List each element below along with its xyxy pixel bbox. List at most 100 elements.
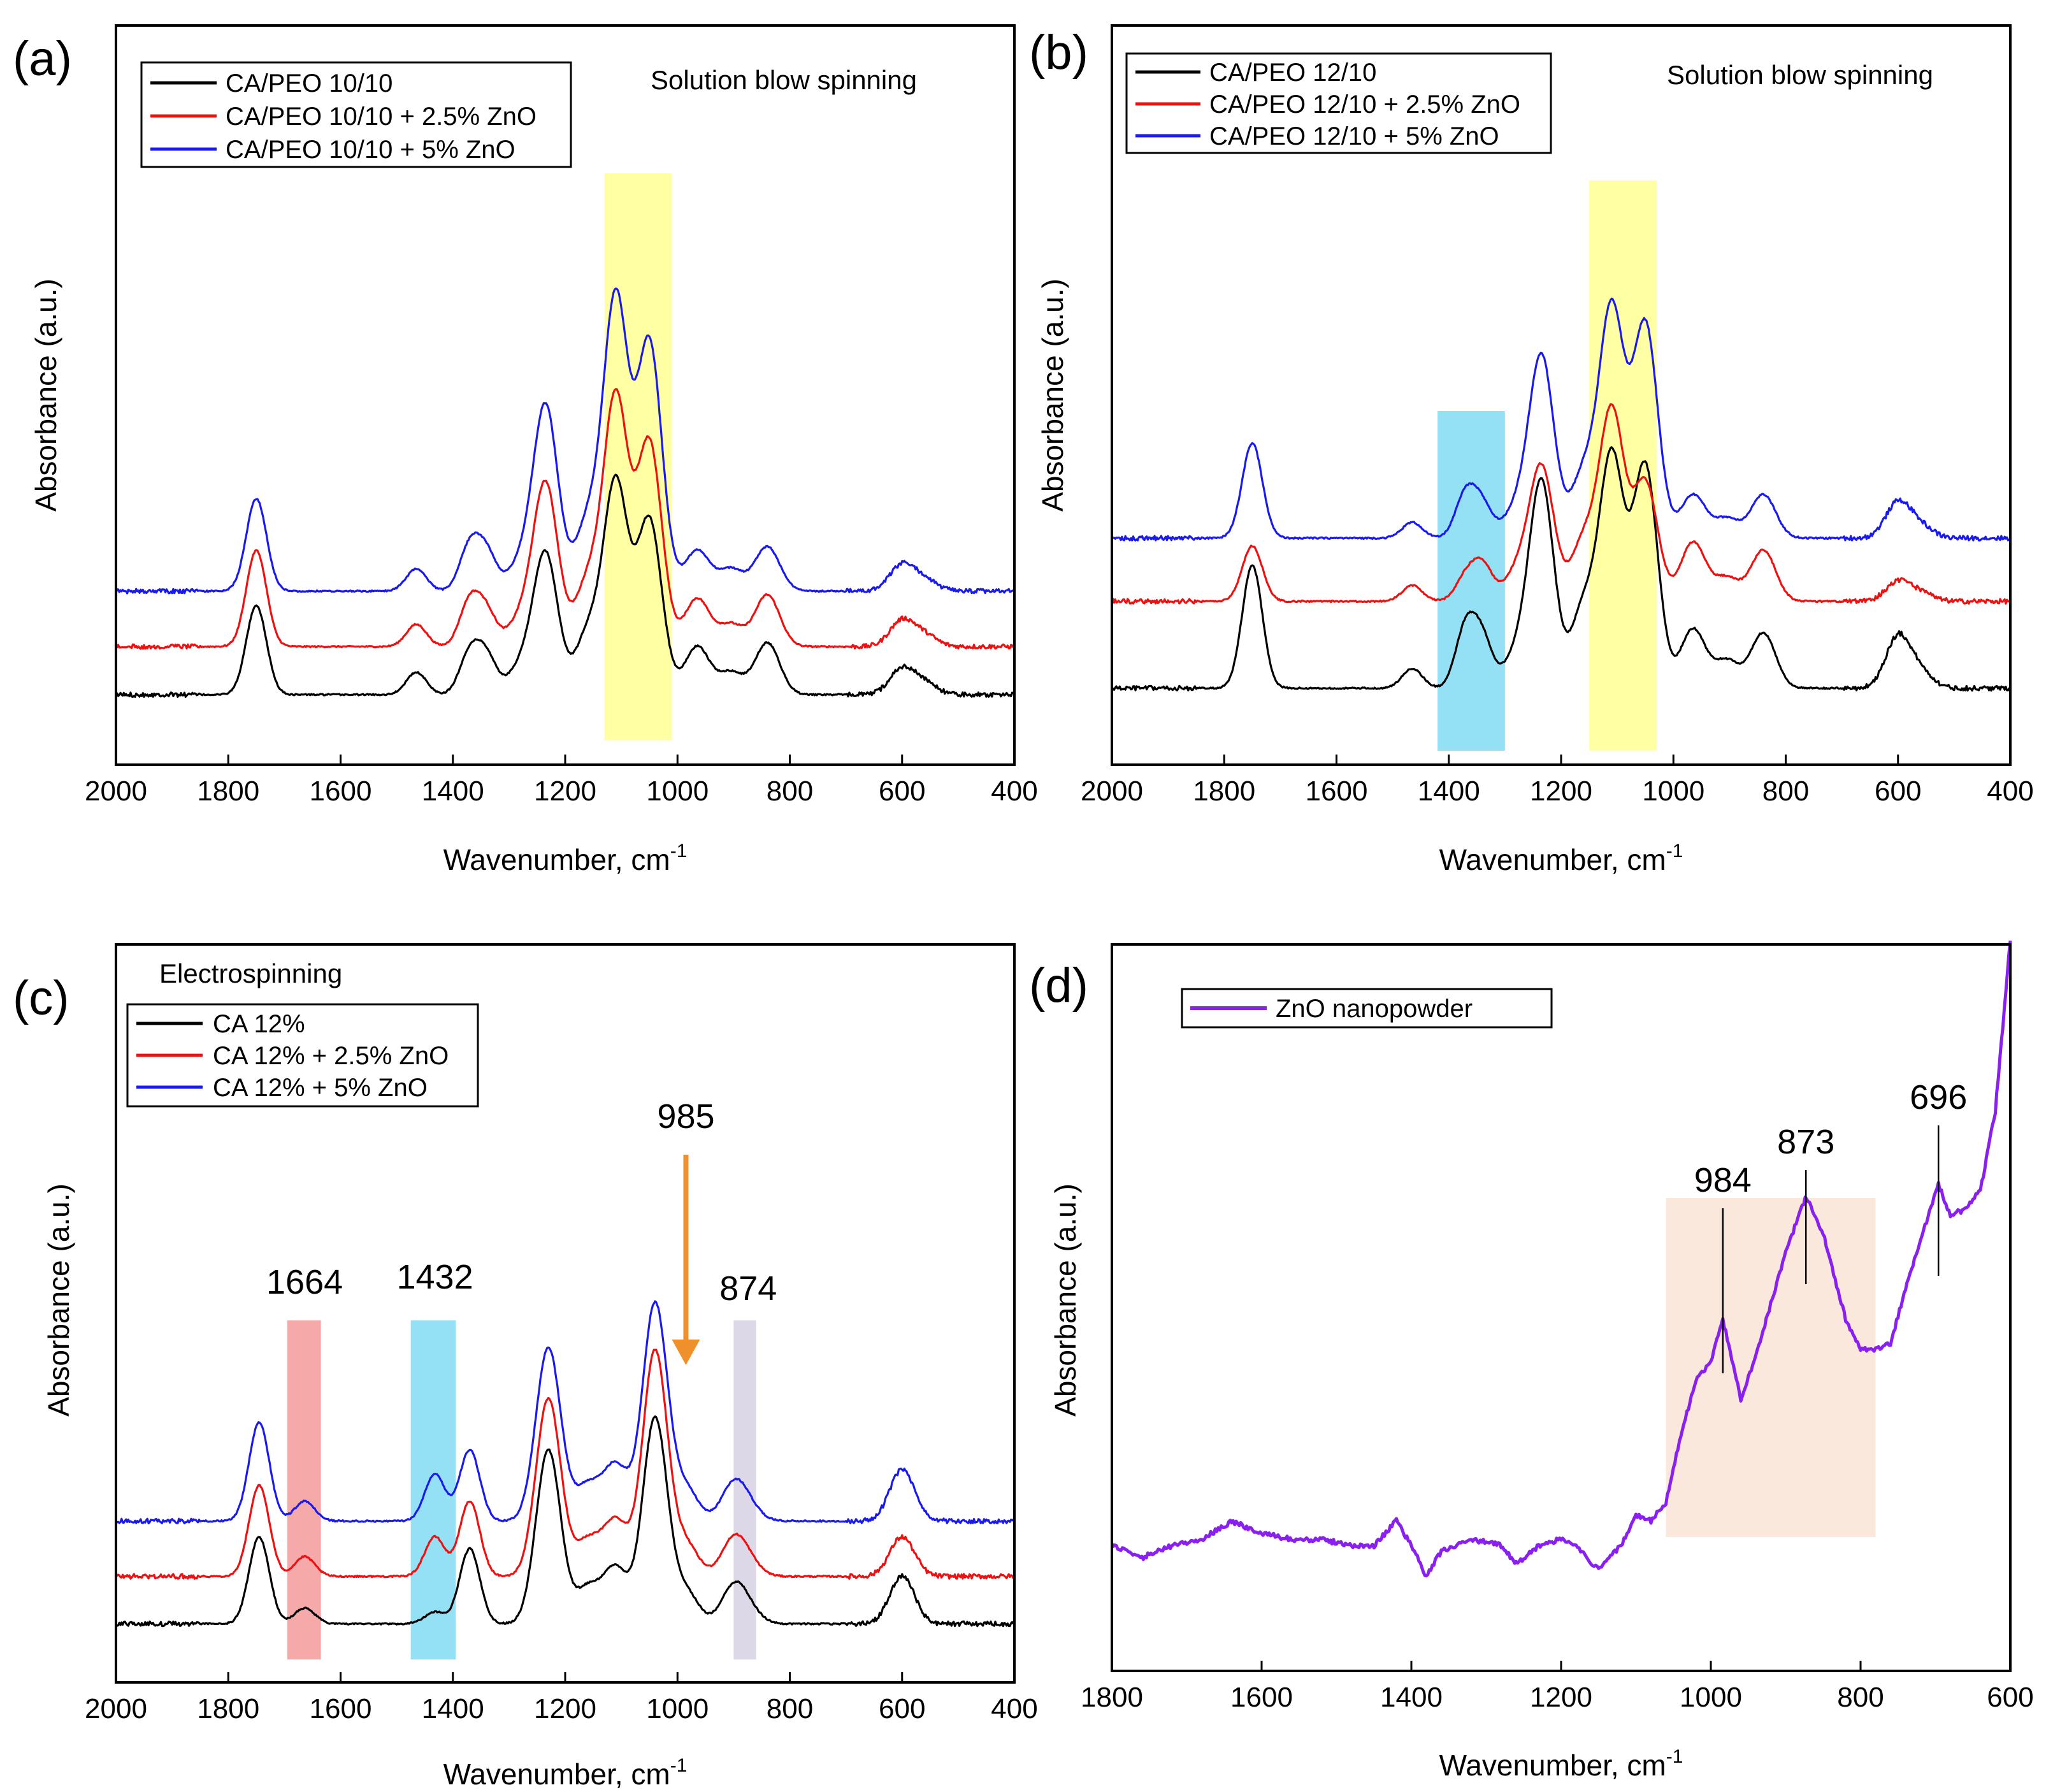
panel-d: (d) 1800 1600 1400 1200 1000 800 600 984 873 696… — [1029, 940, 2034, 1782]
panel-c-highlights — [287, 1320, 756, 1659]
panel-a-method-label: Solution blow spinning — [651, 65, 917, 95]
panel-d-series — [1110, 940, 2012, 1578]
panel-c-series-1 — [115, 1348, 1016, 1580]
panel-b-x-tick-label-0: 2000 — [1081, 776, 1143, 807]
panel-c-x-tick-label-2: 1600 — [310, 1693, 372, 1724]
panel-d-legend-label-0: ZnO nanopowder — [1276, 995, 1473, 1023]
panel-a-x-tick-label-5: 1000 — [646, 776, 709, 807]
panel-a-x-tick-label-8: 400 — [991, 776, 1037, 807]
panel-c-x-tick-label-0: 2000 — [85, 1693, 147, 1724]
panel-b-x-tick-label-1: 1800 — [1193, 776, 1255, 807]
panel-d-x-ticks: 1800 1600 1400 1200 1000 800 600 — [1081, 1661, 2034, 1713]
panel-c-peak-label-874: 874 — [719, 1269, 777, 1308]
panel-c-series-2 — [116, 1300, 1015, 1524]
panel-c-x-tick-label-4: 1200 — [534, 1693, 596, 1724]
panel-b-series-0 — [1111, 446, 2012, 692]
panel-b-x-axis-title: Wavenumber, cm-1 — [1439, 841, 1683, 876]
panel-c-letter: (c) — [13, 971, 69, 1025]
panel-d-peak-label-696: 696 — [1910, 1078, 1967, 1116]
panel-c-x-tick-label-1: 1800 — [197, 1693, 259, 1724]
panel-c-highlight-0 — [287, 1320, 321, 1659]
panel-a-x-tick-label-4: 1200 — [534, 776, 596, 807]
panel-a-x-tick-label-2: 1600 — [310, 776, 372, 807]
panel-d-x-tick-label-0: 1800 — [1081, 1682, 1143, 1713]
panel-d-x-tick-label-2: 1400 — [1380, 1682, 1443, 1713]
panel-a-x-tick-label-0: 2000 — [85, 776, 147, 807]
panel-b-legend-label-1: CA/PEO 12/10 + 2.5% ZnO — [1209, 90, 1520, 119]
panel-c-legend-label-2: CA 12% + 5% ZnO — [213, 1074, 428, 1102]
panel-d-highlight-0 — [1666, 1198, 1876, 1537]
panel-c-peak-label-1664: 1664 — [266, 1263, 343, 1301]
panel-d-x-tick-label-1: 1600 — [1230, 1682, 1293, 1713]
panel-c-x-axis-title: Wavenumber, cm-1 — [443, 1755, 688, 1791]
panel-a-legend-label-0: CA/PEO 10/10 — [226, 69, 393, 98]
panel-d-x-axis-title: Wavenumber, cm-1 — [1439, 1746, 1683, 1782]
panel-c-series — [115, 1300, 1016, 1628]
panel-b: (b) 2000 1800 1600 1400 1200 1000 800 600 400 Wa… — [1029, 24, 2034, 876]
panel-a-legend: CA/PEO 10/10 CA/PEO 10/10 + 2.5% ZnO CA/… — [140, 61, 572, 168]
panel-a-x-tick-label-3: 1400 — [422, 776, 484, 807]
panel-b-x-tick-label-5: 1000 — [1642, 776, 1704, 807]
panel-a: (a) 2000 1800 1600 1400 1200 1000 800 600 400 Wa… — [13, 24, 1038, 876]
panel-a-letter: (a) — [13, 32, 72, 86]
panel-d-peak-label-873: 873 — [1777, 1123, 1834, 1161]
panel-a-highlights — [604, 173, 672, 741]
panel-b-legend-label-2: CA/PEO 12/10 + 5% ZnO — [1209, 122, 1499, 150]
panel-d-highlights — [1666, 1198, 1876, 1537]
panel-c-x-tick-label-8: 400 — [991, 1693, 1037, 1724]
panel-c-highlight-1 — [410, 1320, 456, 1659]
panel-b-x-tick-label-4: 1200 — [1530, 776, 1592, 807]
panel-d-x-tick-label-5: 800 — [1837, 1682, 1884, 1713]
panel-c-peak-arrowhead-985 — [672, 1340, 700, 1365]
panel-b-x-tick-label-2: 1600 — [1306, 776, 1368, 807]
panel-a-legend-label-2: CA/PEO 10/10 + 5% ZnO — [226, 136, 515, 164]
panel-b-highlights — [1437, 180, 1657, 751]
panel-b-x-tick-label-3: 1400 — [1418, 776, 1480, 807]
panel-c-x-tick-label-6: 800 — [767, 1693, 813, 1724]
panel-a-x-tick-label-1: 1800 — [197, 776, 259, 807]
panel-c-peak-label-985: 985 — [657, 1097, 714, 1136]
panel-b-y-axis-title: Absorbance (a.u.) — [1036, 278, 1069, 512]
panel-b-x-tick-label-8: 400 — [1987, 776, 2033, 807]
panel-d-letter: (d) — [1029, 958, 1088, 1013]
panel-a-x-ticks: 2000 1800 1600 1400 1200 1000 800 600 400 — [85, 755, 1038, 807]
panel-c-x-tick-label-5: 1000 — [646, 1693, 709, 1724]
panel-c-series-0 — [115, 1415, 1015, 1628]
panel-c: (c) 2000 1800 1600 1400 1200 1000 800 600 400 16… — [13, 943, 1038, 1791]
panel-c-legend: CA 12% CA 12% + 2.5% ZnO CA 12% + 5% ZnO — [126, 1003, 479, 1108]
panel-c-legend-label-1: CA 12% + 2.5% ZnO — [213, 1042, 449, 1070]
panel-a-series-0 — [115, 473, 1015, 698]
panel-a-legend-label-1: CA/PEO 10/10 + 2.5% ZnO — [226, 103, 537, 131]
panel-a-y-axis-title: Absorbance (a.u.) — [29, 278, 62, 512]
panel-d-x-tick-label-3: 1200 — [1530, 1682, 1592, 1713]
panel-a-x-tick-label-7: 600 — [879, 776, 925, 807]
panel-b-legend: CA/PEO 12/10 CA/PEO 12/10 + 2.5% ZnO CA/… — [1125, 52, 1552, 154]
panel-d-legend: ZnO nanopowder — [1181, 988, 1553, 1029]
panel-b-series-2 — [1111, 298, 2011, 542]
panel-c-legend-label-0: CA 12% — [213, 1010, 305, 1038]
panel-b-method-label: Solution blow spinning — [1667, 60, 1933, 90]
panel-c-annotations: 1664 1432 985 874 — [266, 1097, 777, 1365]
panel-d-peak-label-984: 984 — [1694, 1161, 1752, 1199]
panel-a-series — [115, 287, 1016, 698]
panel-b-series — [1111, 298, 2012, 692]
panel-c-y-axis-title: Absorbance (a.u.) — [42, 1183, 75, 1417]
panel-b-x-tick-label-6: 800 — [1762, 776, 1809, 807]
panel-a-highlight-0 — [604, 173, 672, 741]
panel-d-annotations: 984 873 696 — [1694, 1078, 1967, 1373]
panel-c-x-tick-label-3: 1400 — [422, 1693, 484, 1724]
panel-c-peak-label-1432: 1432 — [396, 1258, 473, 1296]
panel-b-highlight-1 — [1589, 180, 1657, 751]
panel-c-x-tick-label-7: 600 — [879, 1693, 925, 1724]
panel-b-letter: (b) — [1029, 25, 1088, 80]
panel-d-y-axis-title: Absorbance (a.u.) — [1049, 1183, 1082, 1417]
panel-c-method-label: Electrospinning — [159, 958, 342, 988]
panel-d-series-0 — [1110, 940, 2012, 1578]
panel-a-series-2 — [115, 287, 1016, 595]
panel-b-series-1 — [1111, 403, 2012, 605]
panel-b-legend-label-0: CA/PEO 12/10 — [1209, 59, 1376, 87]
panel-a-series-1 — [115, 388, 1016, 650]
panel-a-x-tick-label-6: 800 — [767, 776, 813, 807]
panel-d-x-tick-label-6: 600 — [1987, 1682, 2033, 1713]
